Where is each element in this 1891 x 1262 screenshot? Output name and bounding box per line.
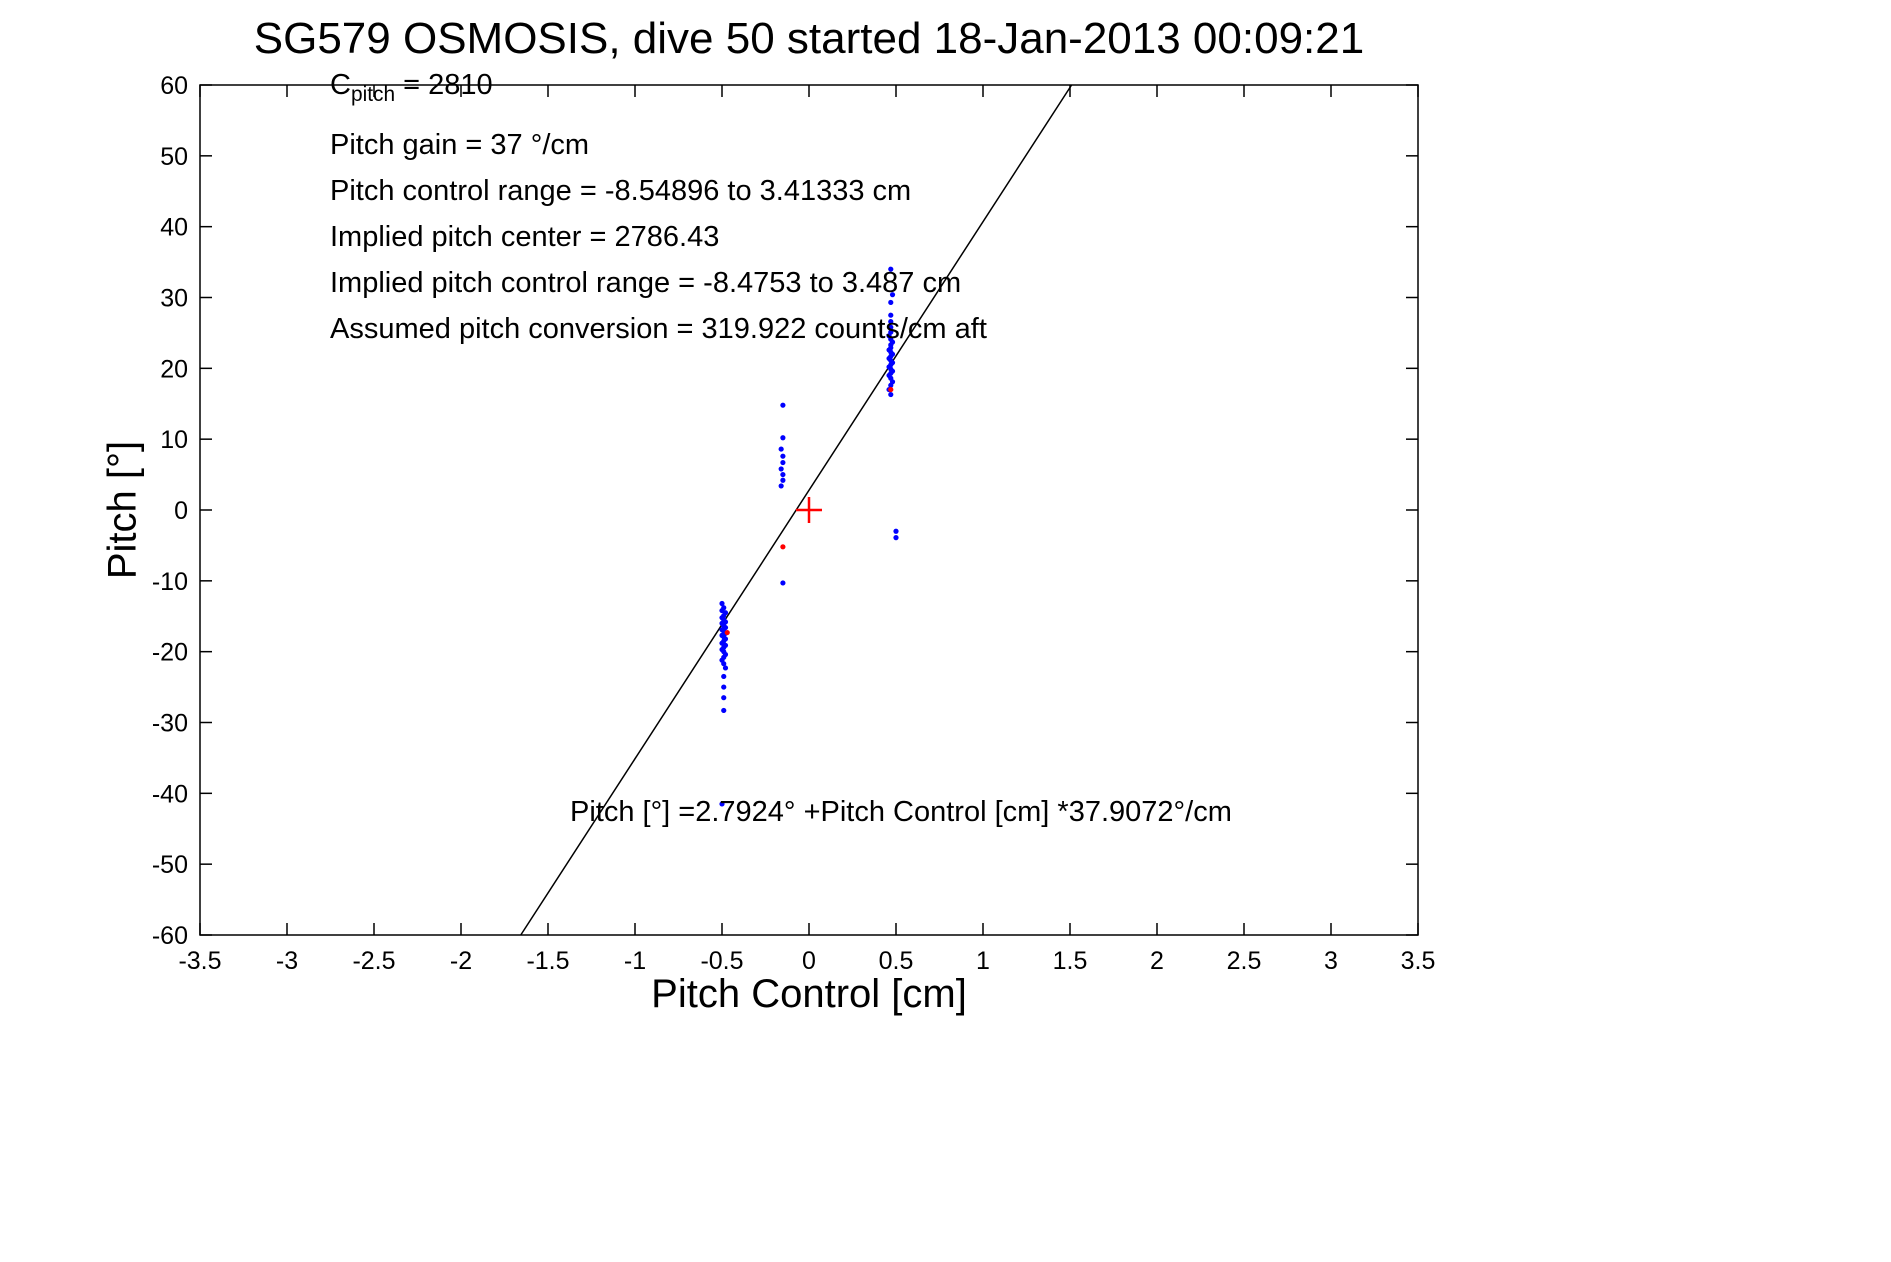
x-tick-label: 1 — [976, 947, 990, 975]
observed-pitch-point — [888, 324, 894, 330]
y-tick-label: -50 — [152, 851, 188, 879]
implied-pitch-point — [780, 544, 786, 550]
x-tick-label: 2 — [1150, 947, 1164, 975]
x-axis-label: Pitch Control [cm] — [651, 972, 967, 1016]
cpitch-value: = 2810 — [395, 69, 493, 101]
y-tick-label: -30 — [152, 710, 188, 738]
annotation-pitch-gain: Pitch gain = 37 °/cm — [330, 129, 590, 161]
observed-pitch-point — [893, 535, 899, 541]
observed-pitch-point — [780, 453, 786, 459]
x-tick-label: -3.5 — [178, 947, 221, 975]
y-tick-label: 10 — [160, 426, 188, 454]
annotation-assumed-pitch-conversion: Assumed pitch conversion = 319.922 count… — [330, 313, 987, 345]
observed-pitch-point — [778, 466, 784, 472]
observed-pitch-point — [888, 299, 894, 306]
observed-pitch-point — [778, 483, 784, 489]
observed-pitch-point — [888, 391, 894, 398]
y-tick-label: -40 — [152, 780, 188, 808]
observed-pitch-point — [721, 695, 727, 701]
annotation-implied-pitch-center: Implied pitch center = 2786.43 — [330, 221, 720, 253]
observed-pitch-point — [719, 801, 725, 807]
observed-pitch-point — [780, 471, 786, 478]
y-tick-label: 20 — [160, 355, 188, 383]
plot-title: SG579 OSMOSIS, dive 50 started 18-Jan-20… — [253, 14, 1365, 63]
observed-pitch-point — [721, 673, 727, 680]
cpitch-symbol: C — [330, 69, 351, 101]
observed-pitch-point — [778, 446, 784, 452]
observed-pitch-point — [780, 402, 786, 408]
y-tick-label: -10 — [152, 568, 188, 596]
observed-pitch-point — [719, 600, 725, 607]
annotation-block: Cpitch = 2810 Pitch gain = 37 °/cm Pitch… — [330, 62, 987, 352]
observed-pitch-point — [721, 661, 727, 667]
observed-pitch-point — [722, 665, 729, 671]
y-tick-label: 0 — [174, 497, 188, 525]
x-tick-label: -1.5 — [526, 947, 569, 975]
x-tick-label: -0.5 — [700, 947, 743, 975]
observed-pitch-point — [780, 580, 786, 586]
x-tick-label: -2.5 — [352, 947, 395, 975]
implied-pitch-point — [724, 629, 730, 636]
y-tick-label: -20 — [152, 639, 188, 667]
fit-equation-label: Pitch [°] =2.7924° +Pitch Control [cm] *… — [570, 796, 1232, 828]
observed-pitch-point — [780, 435, 786, 441]
x-tick-label: 0 — [802, 947, 816, 975]
observed-pitch-point — [888, 266, 894, 272]
observed-pitch-point — [893, 528, 899, 534]
observed-pitch-point — [888, 318, 894, 325]
x-tick-label: 3.5 — [1401, 947, 1436, 975]
y-tick-label: 30 — [160, 285, 188, 313]
observed-pitch-point — [721, 707, 727, 714]
annotation-implied-pitch-control-range: Implied pitch control range = -8.4753 to… — [330, 267, 962, 299]
x-tick-label: 2.5 — [1227, 947, 1262, 975]
observed-pitch-point — [888, 312, 894, 318]
x-tick-label: -3 — [276, 947, 298, 975]
y-axis-label: Pitch [°] — [100, 440, 145, 580]
cpitch-subscript: pitch — [350, 82, 396, 106]
annotation-pitch-control-range: Pitch control range = -8.54896 to 3.4133… — [330, 175, 912, 207]
x-tick-label: 3 — [1324, 947, 1338, 975]
annotation-cpitch: Cpitch = 2810 — [330, 62, 987, 108]
observed-pitch-point — [721, 684, 727, 690]
observed-pitch-point — [888, 329, 894, 335]
y-tick-label: 40 — [160, 214, 188, 242]
y-tick-label: -60 — [152, 922, 188, 950]
implied-pitch-point — [888, 386, 894, 393]
x-tick-label: -1 — [624, 947, 646, 975]
observed-pitch-point — [889, 292, 896, 298]
observed-pitch-point — [780, 477, 786, 483]
y-tick-label: 50 — [160, 143, 188, 171]
y-tick-label: 60 — [160, 72, 188, 100]
x-tick-label: 1.5 — [1053, 947, 1088, 975]
observed-pitch-point — [780, 459, 786, 466]
x-tick-label: -2 — [450, 947, 472, 975]
x-tick-label: 0.5 — [879, 947, 914, 975]
